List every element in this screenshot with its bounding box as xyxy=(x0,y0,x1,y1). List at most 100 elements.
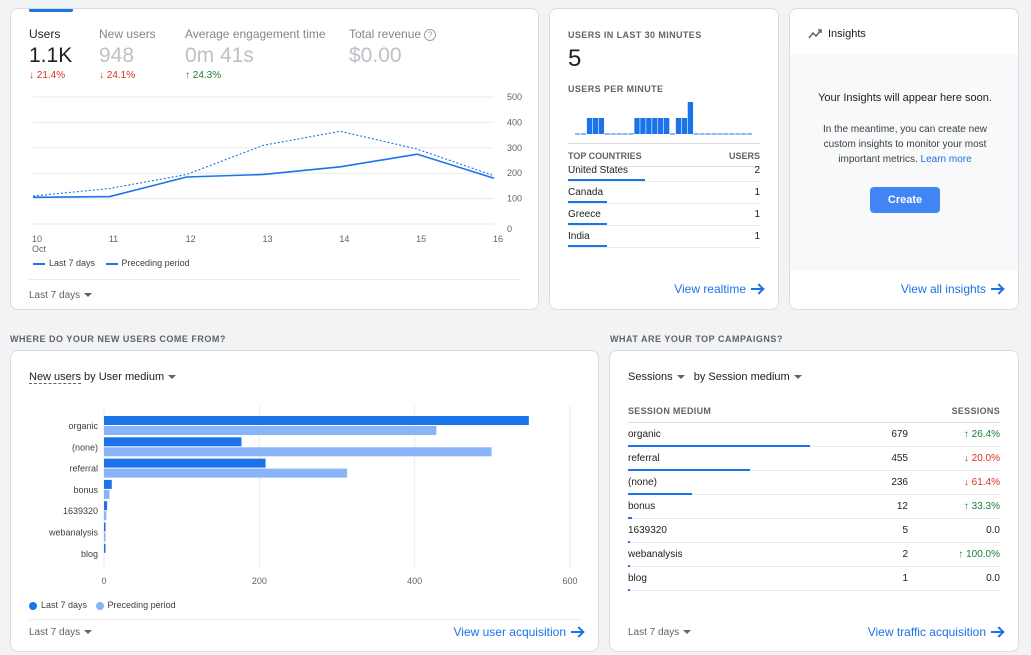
metric-new-users[interactable]: New users 948 ↓ 24.1% xyxy=(99,27,156,81)
country-name: Canada xyxy=(568,187,604,198)
metric-selector[interactable]: New users xyxy=(29,371,81,384)
minute-bar xyxy=(640,118,646,134)
x-tick-label: 0 xyxy=(101,576,106,586)
insights-card: Insights Your Insights will appear here … xyxy=(789,8,1019,310)
minute-bar xyxy=(652,118,658,134)
dimension-selector[interactable]: by Session medium xyxy=(694,371,802,383)
legend-current-label: Last 7 days xyxy=(49,258,96,268)
minute-bar xyxy=(634,118,640,134)
x-tick-label: 15 xyxy=(416,234,426,244)
realtime-card: USERS IN LAST 30 MINUTES 5 USERS PER MIN… xyxy=(549,8,779,310)
campaigns-selector: Sessions by Session medium xyxy=(628,371,802,383)
x-tick-label: 14 xyxy=(339,234,349,244)
session-count: 2 xyxy=(902,549,908,560)
session-medium: referral xyxy=(628,453,660,464)
minute-bar-empty xyxy=(747,133,753,135)
legend-previous-label: Preceding period xyxy=(121,258,190,268)
session-medium: organic xyxy=(628,429,661,440)
minute-bar-empty xyxy=(604,133,610,135)
caret-down-icon[interactable] xyxy=(168,375,177,380)
series-line-current xyxy=(32,153,495,199)
minute-bar-empty xyxy=(729,133,735,135)
insights-text: In the meantime, you can create new cust… xyxy=(790,122,1018,167)
caret-down-icon xyxy=(676,375,685,380)
session-count: 236 xyxy=(891,477,908,488)
bar-current xyxy=(104,479,112,489)
bar-current xyxy=(104,416,529,425)
x-month-label: Oct xyxy=(32,244,47,253)
y-tick-label: 200 xyxy=(507,168,522,178)
metric-engagement-time[interactable]: Average engagement time 0m 41s ↑ 24.3% xyxy=(185,27,326,81)
metric-selector[interactable]: Sessions xyxy=(628,371,685,383)
session-change: ↓ 61.4% xyxy=(963,477,1000,488)
view-all-insights-link[interactable]: View all insights xyxy=(901,282,1004,296)
metric-change: ↑ 24.3% xyxy=(185,70,222,81)
x-tick-label: 400 xyxy=(407,576,422,586)
date-range-selector[interactable]: Last 7 days xyxy=(628,627,692,638)
x-tick-label: 12 xyxy=(186,234,196,244)
acquisition-section-title: WHERE DO YOUR NEW USERS COME FROM? xyxy=(10,334,226,344)
countries-header: TOP COUNTRIES USERS xyxy=(568,145,760,167)
view-realtime-label: View realtime xyxy=(674,282,746,296)
minute-bar xyxy=(646,118,652,134)
view-user-acquisition-label: View user acquisition xyxy=(453,625,566,639)
col-session-medium: SESSION MEDIUM xyxy=(628,406,712,416)
country-row: Greece 1 xyxy=(568,204,760,226)
category-label: 1639320 xyxy=(63,506,98,516)
metric-value: 948 xyxy=(99,44,135,67)
col-users: USERS xyxy=(728,150,760,161)
create-button[interactable]: Create xyxy=(870,187,940,213)
campaign-row: 1639320 5 0.0 xyxy=(628,519,1000,543)
insights-body: Your Insights will appear here soon. In … xyxy=(790,54,1018,271)
x-tick-label: 10 xyxy=(32,234,42,244)
date-range-selector[interactable]: Last 7 days xyxy=(29,290,93,301)
session-share-bar xyxy=(628,589,630,591)
minute-bar-empty xyxy=(699,133,705,135)
x-tick-label: 200 xyxy=(252,576,267,586)
realtime-title: USERS IN LAST 30 MINUTES xyxy=(568,30,702,40)
arrow-right-icon xyxy=(570,627,584,637)
view-realtime-link[interactable]: View realtime xyxy=(674,282,764,296)
session-medium: webanalysis xyxy=(628,549,683,560)
minute-bar-empty xyxy=(693,133,699,135)
campaigns-table-header: SESSION MEDIUM SESSIONS xyxy=(628,399,1000,423)
bar-previous xyxy=(104,426,437,435)
category-label: webanalysis xyxy=(48,528,99,538)
date-range-selector[interactable]: Last 7 days xyxy=(29,627,93,638)
metric-users[interactable]: Users 1.1K ↓ 21.4% xyxy=(29,27,72,81)
line-chart-legend: Last 7 days Preceding period xyxy=(33,258,190,268)
x-tick-label: 11 xyxy=(109,234,118,244)
campaign-row: bonus 12 ↑ 33.3% xyxy=(628,495,1000,519)
new-users-bar-chart: 0 200 400 600 organic (none) referral bonus 1639… xyxy=(48,406,578,586)
series-line-previous xyxy=(32,130,495,197)
country-share-bar xyxy=(568,223,607,225)
bar-previous xyxy=(104,511,107,521)
view-user-acquisition-link[interactable]: View user acquisition xyxy=(453,625,584,639)
x-tick-label: 13 xyxy=(263,234,273,244)
dimension-selector[interactable]: by User medium xyxy=(80,371,165,383)
session-change: ↑ 26.4% xyxy=(963,429,1000,440)
category-label: bonus xyxy=(73,485,98,495)
col-country: TOP COUNTRIES xyxy=(568,150,642,161)
x-tick-label: 16 xyxy=(493,234,503,244)
y-tick-label: 100 xyxy=(507,194,522,204)
learn-more-link[interactable]: Learn more xyxy=(920,154,972,165)
view-all-insights-label: View all insights xyxy=(900,282,986,296)
session-share-bar xyxy=(628,565,630,567)
minute-bar xyxy=(586,118,593,134)
session-count: 5 xyxy=(902,525,908,536)
help-icon[interactable]: ? xyxy=(424,29,437,41)
metric-label: New users xyxy=(99,27,156,41)
metric-total-revenue[interactable]: Total revenue? $0.00 xyxy=(349,27,437,68)
legend-current-label: Last 7 days xyxy=(41,600,88,610)
insights-text-line: important metrics. Learn more xyxy=(790,152,1018,167)
session-count: 679 xyxy=(891,429,908,440)
caret-down-icon xyxy=(84,630,93,635)
bar-current xyxy=(104,522,106,532)
minute-bar-empty xyxy=(669,133,676,135)
y-tick-label: 0 xyxy=(507,224,512,234)
realtime-value: 5 xyxy=(568,45,582,72)
divider xyxy=(29,619,580,620)
bar-chart-legend: Last 7 days Preceding period xyxy=(29,600,176,610)
view-traffic-acquisition-link[interactable]: View traffic acquisition xyxy=(868,625,1004,639)
